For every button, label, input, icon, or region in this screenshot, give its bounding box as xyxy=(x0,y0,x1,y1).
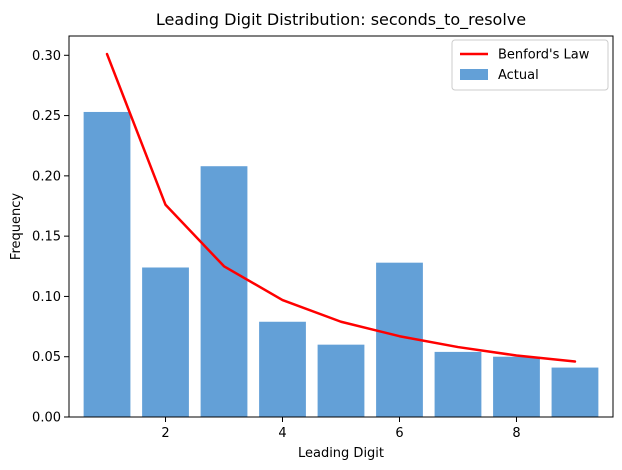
x-tick-label-2: 2 xyxy=(161,426,169,441)
plot-area xyxy=(83,52,599,417)
y-axis-title: Frequency xyxy=(9,193,24,260)
y-tick-label-5: 0.25 xyxy=(32,109,61,124)
bar-digit-7 xyxy=(434,351,482,417)
bar-digit-5 xyxy=(317,344,365,417)
legend: Benford's Law Actual xyxy=(451,39,609,91)
legend-label-benford: Benford's Law xyxy=(498,48,590,63)
x-axis-title: Leading Digit xyxy=(298,446,384,461)
bar-digit-8 xyxy=(493,356,540,417)
bar-digit-3 xyxy=(200,166,248,417)
y-tick-label-3: 0.15 xyxy=(32,230,61,245)
bar-digit-9 xyxy=(551,367,599,417)
y-tick-label-2: 0.10 xyxy=(32,290,61,305)
legend-box xyxy=(451,39,609,91)
y-ticks: 0.00 0.05 0.10 0.15 0.20 0.25 0.30 xyxy=(32,49,69,426)
bar-digit-4 xyxy=(259,321,306,417)
y-tick-label-0: 0.00 xyxy=(32,411,61,426)
chart-title: Leading Digit Distribution: seconds_to_r… xyxy=(156,10,526,30)
y-tick-label-1: 0.05 xyxy=(32,350,61,365)
bar-digit-2 xyxy=(142,267,189,417)
legend-bar-swatch xyxy=(460,69,488,80)
x-tick-label-6: 6 xyxy=(395,426,403,441)
bar-digit-1 xyxy=(83,111,131,417)
y-tick-label-6: 0.30 xyxy=(32,49,61,64)
x-tick-label-8: 8 xyxy=(512,426,520,441)
y-tick-label-4: 0.20 xyxy=(32,169,61,184)
legend-label-actual: Actual xyxy=(498,68,539,83)
x-ticks: 2 4 6 8 xyxy=(161,417,521,441)
x-tick-label-4: 4 xyxy=(278,426,286,441)
plot-frame xyxy=(68,35,614,418)
